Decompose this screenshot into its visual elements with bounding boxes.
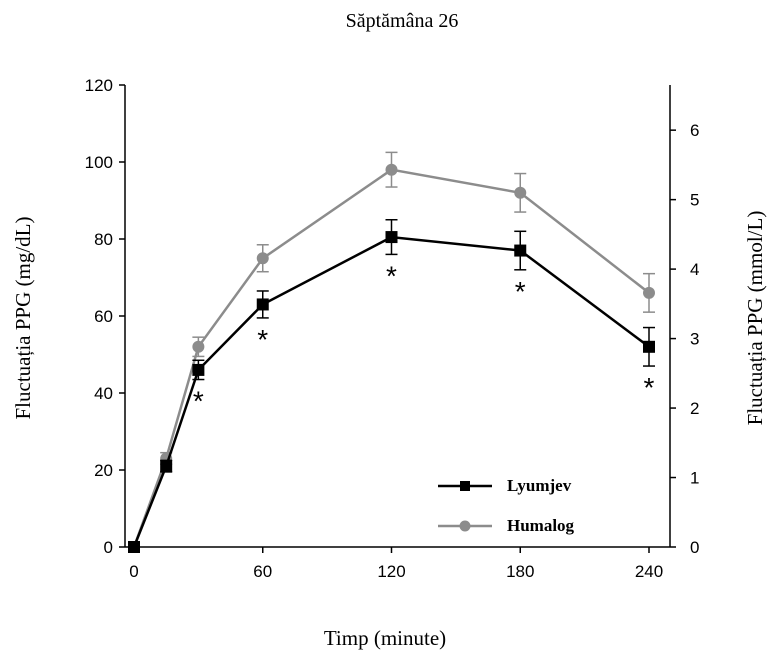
legend-label-lyumjev: Lyumjev <box>507 476 572 495</box>
data-point-lyumjev <box>514 244 527 257</box>
y2-tick-label: 2 <box>690 399 699 418</box>
y-tick-label: 100 <box>85 153 113 172</box>
series-humalog <box>128 151 655 553</box>
x-tick-label: 120 <box>377 562 405 581</box>
series-lyumjev <box>128 219 655 553</box>
data-point-lyumjev <box>256 298 269 311</box>
y-tick-label: 120 <box>85 76 113 95</box>
y2-tick-label: 4 <box>690 260 699 279</box>
chart-title: Săptămâna 26 <box>346 10 459 32</box>
data-point-humalog <box>643 286 655 299</box>
data-point-lyumjev <box>160 460 173 473</box>
x-tick-label: 180 <box>506 562 534 581</box>
y2-tick-label: 5 <box>690 191 699 210</box>
y-tick-label: 40 <box>94 384 113 403</box>
data-point-humalog <box>385 163 398 176</box>
data-point-humalog <box>192 340 205 353</box>
y2-tick-label: 3 <box>690 330 699 349</box>
data-point-lyumjev <box>128 541 140 553</box>
y2-tick-label: 0 <box>690 538 699 557</box>
annotation-layer: * * * * * <box>193 260 655 416</box>
y-tick-label: 80 <box>94 230 113 249</box>
legend-marker-lyumjev <box>460 481 470 491</box>
y-axis-label: Fluctuația PPG (mg/dL) <box>11 217 35 420</box>
y-tick-label: 0 <box>104 538 113 557</box>
data-point-humalog <box>514 186 527 199</box>
significance-marker: * <box>257 324 268 355</box>
y2-tick-label: 1 <box>690 469 699 488</box>
x-tick-label: 60 <box>253 562 272 581</box>
series-layer <box>128 151 655 553</box>
y2-tick-label: 6 <box>690 121 699 140</box>
data-point-humalog <box>256 252 269 265</box>
data-point-lyumjev <box>192 363 205 376</box>
x-axis-label: Timp (minute) <box>324 626 446 650</box>
legend-marker-humalog <box>459 520 471 532</box>
x-tick-label: 0 <box>129 562 138 581</box>
data-point-lyumjev <box>643 340 655 353</box>
x-tick-label: 240 <box>635 562 663 581</box>
significance-marker: * <box>386 260 397 291</box>
significance-marker: * <box>515 276 526 307</box>
y-tick-label: 60 <box>94 307 113 326</box>
y-tick-label: 20 <box>94 461 113 480</box>
legend-label-humalog: Humalog <box>507 516 575 535</box>
y2-axis-label: Fluctuația PPG (mmol/L) <box>743 211 767 426</box>
significance-marker: * <box>644 372 655 403</box>
data-point-lyumjev <box>385 231 398 244</box>
legend: Lyumjev Humalog <box>438 476 575 535</box>
significance-marker: * <box>193 386 204 417</box>
